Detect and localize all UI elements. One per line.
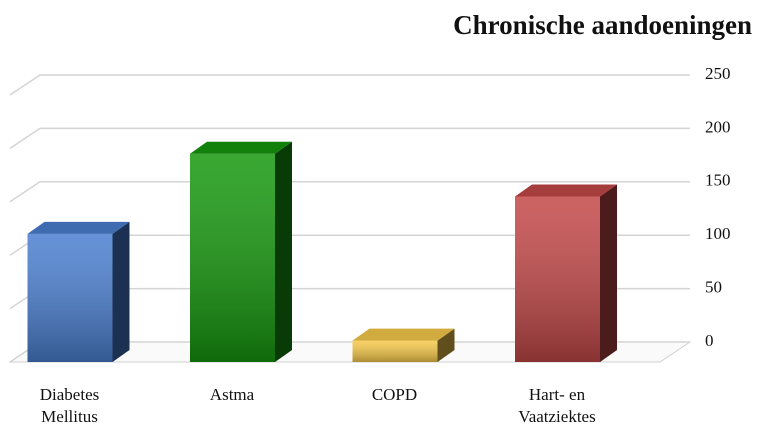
bar-top-shade — [27, 221, 130, 234]
bar-side-shade — [275, 141, 292, 362]
y-tick-label: 250 — [705, 64, 731, 83]
bar-front-shade — [27, 233, 113, 362]
bar — [352, 328, 455, 362]
grid-line — [9, 127, 690, 150]
y-tick-label: 200 — [705, 117, 731, 136]
bar-side — [600, 184, 617, 362]
y-tick-label: 150 — [705, 171, 731, 190]
bar-side — [112, 221, 130, 362]
x-tick-label: COPD — [371, 385, 418, 404]
bar-side-shade — [600, 184, 617, 362]
bar-front-shade — [352, 340, 438, 362]
bar-side-shade — [112, 221, 130, 362]
x-tick-label: Diabetes Mellitus — [39, 385, 100, 426]
bar — [27, 221, 130, 362]
bar-top — [515, 184, 617, 197]
bar-top — [27, 221, 130, 234]
bar — [515, 184, 617, 362]
y-tick-label: 50 — [705, 278, 722, 297]
chart-title: Chronische aandoeningen — [453, 10, 752, 40]
bar-top-shade — [190, 141, 292, 154]
bar-side — [275, 141, 292, 362]
x-tick-label: Hart- en Vaatziektes — [518, 385, 596, 426]
bar-top-shade — [515, 184, 617, 197]
bar-side — [437, 328, 455, 362]
grid-line — [9, 74, 690, 96]
bar-front-shade — [190, 153, 275, 362]
y-tick-label: 100 — [705, 224, 731, 243]
bar-front-shade — [515, 196, 600, 362]
bar — [190, 141, 292, 362]
bar-top — [190, 141, 292, 154]
x-tick-label: Astma — [209, 385, 255, 404]
grid-line — [9, 181, 690, 203]
bar-top — [352, 328, 455, 341]
bar-side-shade — [437, 328, 455, 362]
y-tick-label: 0 — [705, 331, 714, 350]
bar-top-shade — [352, 328, 455, 341]
